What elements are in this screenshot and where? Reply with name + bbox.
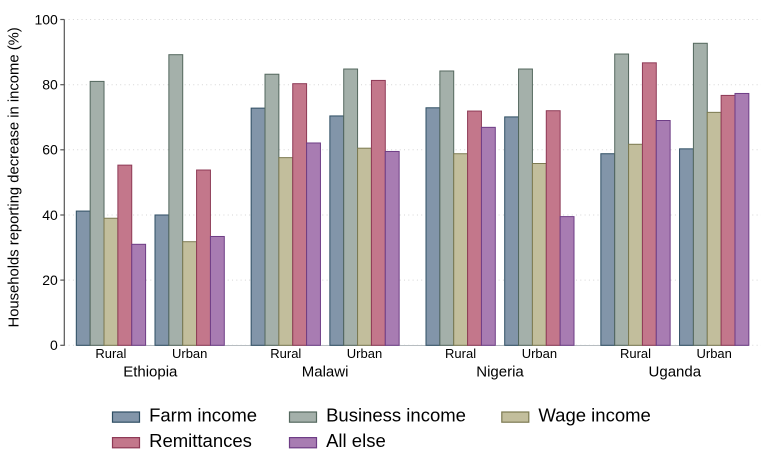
svg-text:80: 80 [42,77,58,93]
svg-text:Ethiopia: Ethiopia [123,364,178,381]
svg-text:Farm income: Farm income [149,404,257,425]
svg-text:All else: All else [326,430,386,451]
svg-text:Rural: Rural [95,346,126,361]
svg-text:Remittances: Remittances [149,430,252,451]
svg-text:Households reporting decrease: Households reporting decrease in income … [7,27,23,327]
svg-text:0: 0 [50,337,58,353]
svg-text:Rural: Rural [445,346,476,361]
svg-text:Wage income: Wage income [538,404,650,425]
svg-text:Urban: Urban [522,346,557,361]
svg-text:Urban: Urban [347,346,382,361]
svg-text:Rural: Rural [620,346,651,361]
svg-text:Uganda: Uganda [649,364,702,381]
svg-text:60: 60 [42,142,58,158]
svg-text:Business income: Business income [326,404,466,425]
svg-text:40: 40 [42,207,58,223]
svg-text:20: 20 [42,272,58,288]
svg-text:Malawi: Malawi [302,364,349,381]
svg-text:Rural: Rural [270,346,301,361]
svg-text:100: 100 [34,11,58,27]
svg-text:Urban: Urban [696,346,731,361]
svg-text:Urban: Urban [172,346,207,361]
svg-text:Nigeria: Nigeria [476,364,524,381]
